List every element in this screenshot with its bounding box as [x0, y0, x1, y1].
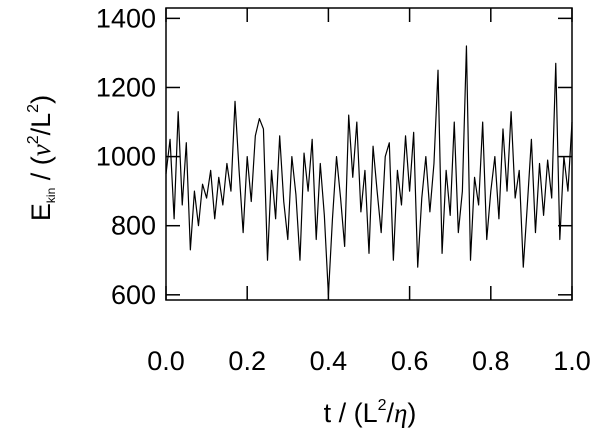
x-tick-label: 0.8 — [472, 346, 510, 376]
y-label-part: E — [26, 203, 56, 221]
y-label-sup: 2 — [25, 104, 42, 113]
y-tick-label: 1200 — [96, 72, 156, 102]
y-tick-label: 1400 — [96, 3, 156, 33]
x-tick-label: 1.0 — [553, 346, 591, 376]
x-label-sup: 2 — [378, 397, 387, 414]
x-tick-label: 0.4 — [310, 346, 348, 376]
x-label-part: / — [387, 398, 395, 428]
x-label-part: η — [394, 398, 407, 428]
x-tick-label: 0.0 — [147, 346, 185, 376]
y-tick-label: 600 — [111, 280, 156, 310]
y-tick-label: 800 — [111, 211, 156, 241]
x-tick-label: 0.2 — [228, 346, 266, 376]
y-label-part: /L — [26, 113, 56, 136]
x-axis-label: t / (L2/η) — [324, 397, 417, 428]
y-tick-label: 1000 — [96, 142, 156, 172]
y-label-part: / ( — [26, 156, 56, 188]
y-label-part: ) — [26, 95, 56, 104]
x-label-part: t / (L — [324, 398, 378, 428]
x-label-part: ) — [407, 398, 416, 428]
plot-frame — [165, 7, 573, 301]
x-tick-label: 0.6 — [391, 346, 429, 376]
y-label-sub: kin — [44, 188, 58, 203]
y-label-part: ν — [26, 144, 56, 156]
y-label-sup: 2 — [25, 135, 42, 144]
data-line — [165, 45, 573, 296]
y-axis-label: Ekin / (ν2/L2) — [25, 95, 58, 221]
